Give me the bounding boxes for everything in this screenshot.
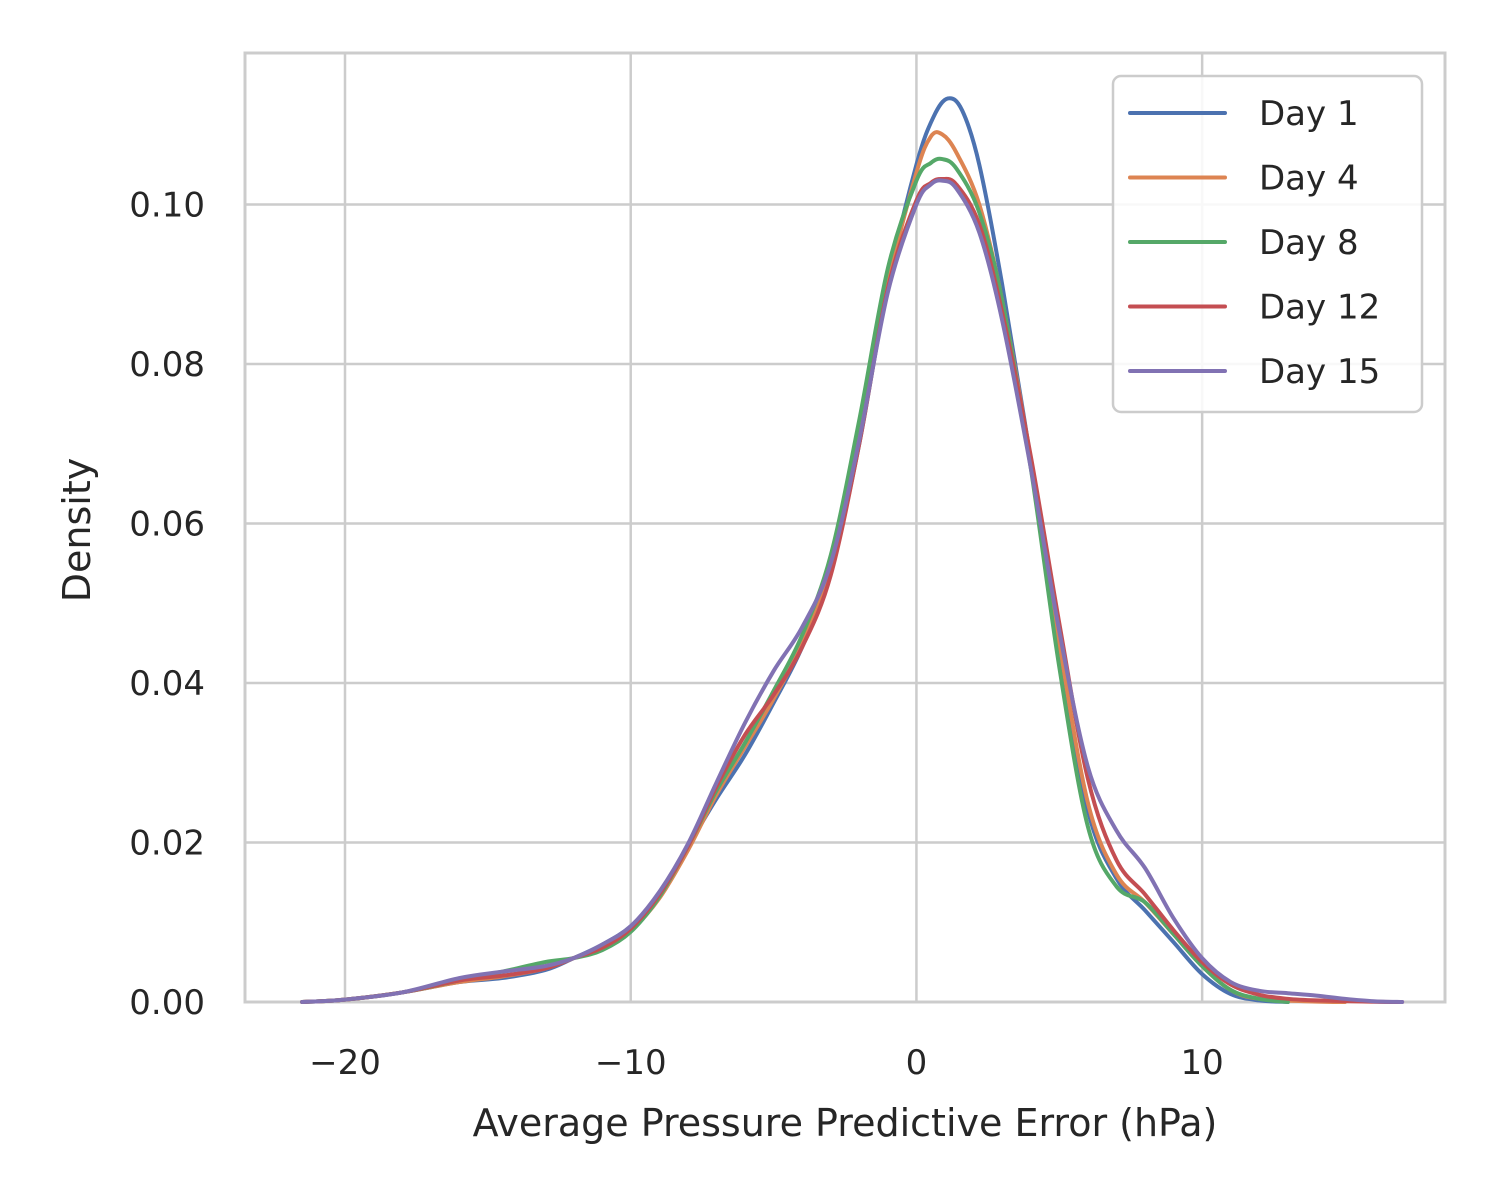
legend: Day 1 Day 4 Day 8 Day 12 Day 15 [1111,74,1424,414]
x-tick-label: 10 [1181,1043,1224,1083]
y-tick-label: 0.00 [129,983,205,1023]
y-tick-label: 0.08 [129,345,205,385]
plot-frame [243,51,1447,1004]
y-tick-label: 0.06 [129,505,205,545]
x-tick-label: −20 [309,1043,381,1083]
legend-box [1111,74,1424,414]
series-line-day-15 [300,178,1405,1004]
legend-label-day-15: Day 15 [1259,352,1380,392]
legend-label-day-4: Day 4 [1259,159,1359,199]
series-lines [300,96,1405,1004]
legend-label-day-12: Day 12 [1259,288,1380,328]
y-tick-label: 0.04 [129,664,205,704]
y-axis-label: Density [55,458,99,602]
legend-label-day-1: Day 1 [1259,94,1359,134]
y-tick-label: 0.02 [129,824,205,864]
legend-label-day-8: Day 8 [1259,223,1359,263]
x-axis-label: Average Pressure Predictive Error (hPa) [473,1101,1218,1145]
x-tick-label: −10 [595,1043,667,1083]
x-axis-ticks: −20 −10 0 10 [309,1043,1224,1083]
legend-items: Day 1 Day 4 Day 8 Day 12 Day 15 [1128,94,1380,392]
y-axis-ticks: 0.00 0.02 0.04 0.06 0.08 0.10 [129,186,205,1023]
y-tick-label: 0.10 [129,186,205,226]
x-tick-label: 0 [906,1043,928,1083]
